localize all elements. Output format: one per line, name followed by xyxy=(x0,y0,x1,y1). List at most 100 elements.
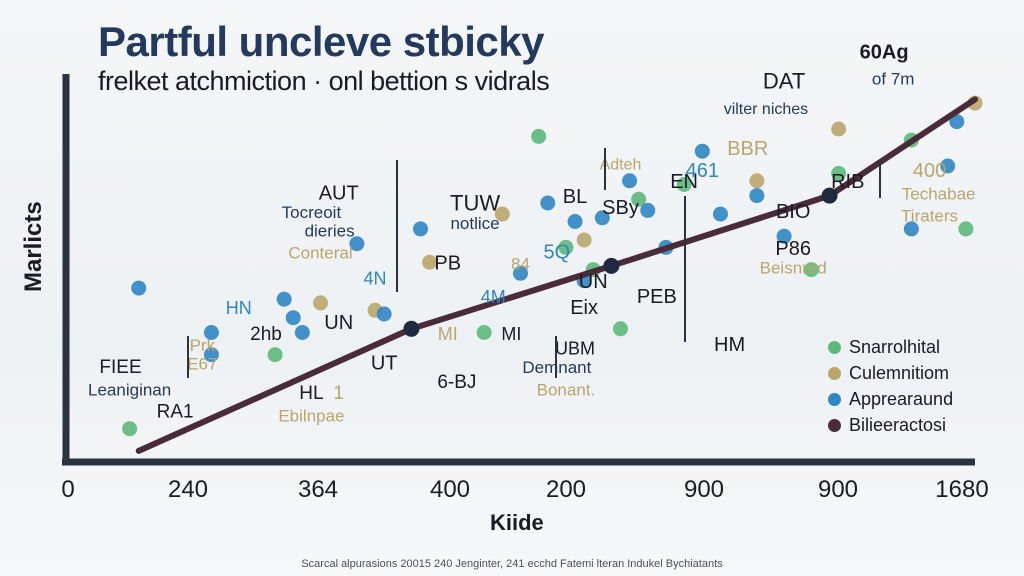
scatter-point xyxy=(313,295,329,311)
scatter-point xyxy=(631,191,647,207)
scatter-point xyxy=(276,291,292,307)
scatter-point xyxy=(413,221,429,237)
scatter-point xyxy=(949,114,965,130)
scatter-point xyxy=(622,173,638,189)
annotation-label: 5Q xyxy=(544,242,571,264)
scatter-point xyxy=(640,202,656,218)
scatter-point xyxy=(958,221,974,237)
annotation-label: 400 xyxy=(913,160,946,182)
annotation-label: 461 xyxy=(686,160,719,182)
annotation-label: EN xyxy=(670,171,698,193)
scatter-point xyxy=(712,206,728,222)
annotation-label: PB xyxy=(434,253,461,275)
annotation-label: UN xyxy=(324,312,353,334)
annotation-label: HM xyxy=(714,334,745,356)
scatter-point xyxy=(203,325,219,340)
legend-label: Apprearaund xyxy=(849,388,954,409)
legend: Snarrolhital Culemnitiom Apprearaund Bil… xyxy=(828,334,953,438)
x-axis-label: Kiide xyxy=(490,510,544,535)
trend-marker xyxy=(821,187,838,204)
scatter-point xyxy=(749,188,765,204)
legend-swatch-icon xyxy=(828,418,841,432)
chart-subtitle: frelket atchmiction · onl bettion s vidr… xyxy=(98,66,550,96)
scatter-point xyxy=(803,262,819,278)
scatter-point xyxy=(203,347,219,363)
annotation-label: FIEE xyxy=(99,357,141,378)
legend-item: Snarrolhital xyxy=(828,334,953,360)
scatter-point xyxy=(513,265,528,281)
annotation-label: notlice xyxy=(450,214,499,233)
annotation-label: PEB xyxy=(637,286,677,308)
scatter-point xyxy=(531,128,547,144)
annotation-label: Tiraters xyxy=(901,207,958,226)
scatter-point xyxy=(422,254,438,270)
annotation-label: Ebilnpae xyxy=(278,406,344,425)
annotation-label: MI xyxy=(501,324,521,344)
annotation-label: MI xyxy=(438,324,458,344)
annotation-label: 4N xyxy=(364,268,387,288)
annotation-label: 2hb xyxy=(250,324,282,345)
annotation-label: HL xyxy=(299,383,323,404)
annotation-label: E67 xyxy=(187,355,217,374)
scatter-point xyxy=(567,214,583,229)
annotation-label: TUW xyxy=(450,190,500,215)
annotation-label: BIO xyxy=(776,201,810,223)
annotation-label: UBM xyxy=(555,339,595,359)
annotation-label: 84 xyxy=(511,255,530,274)
scatter-point xyxy=(540,195,556,211)
annotation-label: SBy xyxy=(602,197,639,219)
annotation-label: Techabae xyxy=(902,184,976,203)
annotation-label: of 7m xyxy=(872,70,915,89)
scatter-point xyxy=(494,206,510,222)
scatter-point xyxy=(612,321,628,337)
annotation-label: DAT xyxy=(763,68,805,93)
scatter-point xyxy=(558,239,574,255)
x-tick-label: 200 xyxy=(545,476,587,503)
x-tick-label: 400 xyxy=(429,476,471,503)
scatter-point xyxy=(349,236,365,252)
annotation-label: vilter niches xyxy=(724,101,808,118)
scatter-point xyxy=(267,347,283,363)
scatter-point xyxy=(285,310,301,326)
scatter-point xyxy=(694,143,710,159)
annotation-label: BBR xyxy=(727,138,768,160)
x-tick-label: 0 xyxy=(61,476,75,503)
x-tick-label: 900 xyxy=(817,476,859,503)
annotation-label: 60Ag xyxy=(860,42,909,64)
x-tick-label: 1680 xyxy=(935,476,989,503)
trend-marker xyxy=(603,257,620,274)
scatter-point xyxy=(903,221,919,237)
scatter-point xyxy=(749,173,765,189)
annotation-label: 4M xyxy=(481,287,506,307)
scatter-point xyxy=(376,306,392,322)
scatter-point xyxy=(940,158,956,174)
scatter-point xyxy=(776,228,792,244)
legend-label: Culemnitiom xyxy=(849,362,950,383)
x-tick-label: 364 xyxy=(297,476,339,503)
chart-title: Partful uncleve stbicky xyxy=(98,18,545,65)
annotation-label: Prk xyxy=(190,336,216,355)
scatter-point xyxy=(831,165,847,181)
legend-label: Bilieeractosi xyxy=(849,414,947,435)
annotation-label: HN xyxy=(226,298,252,318)
annotation-label: Eix xyxy=(570,297,598,319)
annotation-label: RA1 xyxy=(157,402,194,423)
scatter-point xyxy=(476,325,492,340)
scatter-point xyxy=(831,121,847,137)
annotation-label: 1 xyxy=(333,383,344,404)
legend-item: Apprearaund xyxy=(828,386,953,412)
scatter-point xyxy=(122,421,138,437)
scatter-point xyxy=(131,280,147,296)
legend-label: Snarrolhital xyxy=(849,336,941,357)
scatter-point xyxy=(294,325,310,340)
annotation-label: Adteh xyxy=(600,157,642,174)
trend-marker xyxy=(403,320,420,337)
legend-swatch-icon xyxy=(828,392,841,406)
annotation-label: 6-BJ xyxy=(437,372,476,393)
scatter-point xyxy=(594,210,610,226)
annotation-label: Tocreoit xyxy=(282,203,342,222)
annotation-label: AUT xyxy=(319,182,359,204)
x-tick-label: 900 xyxy=(683,476,725,503)
